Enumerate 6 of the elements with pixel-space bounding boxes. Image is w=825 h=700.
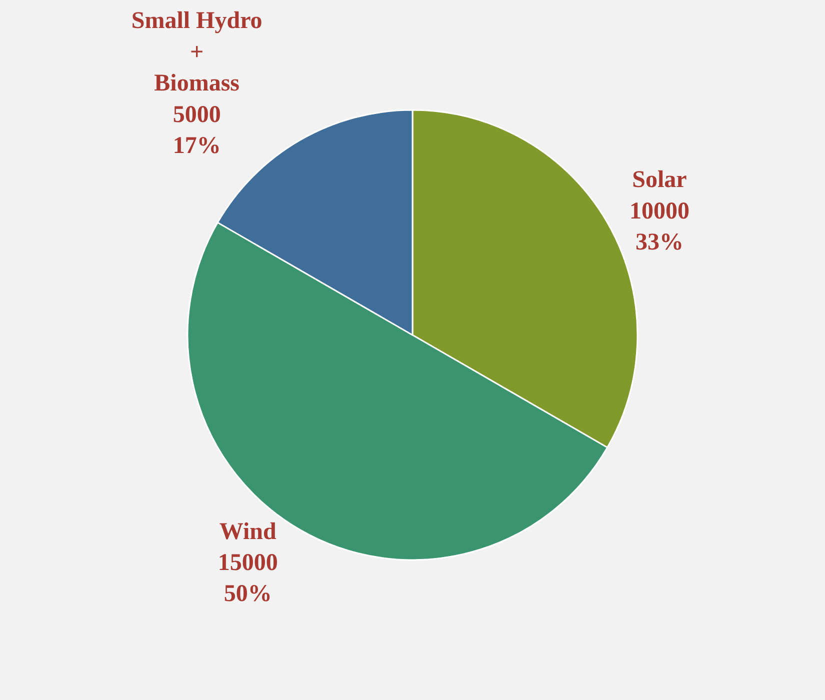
data-label: 15000 50%: [218, 550, 278, 608]
data-label: 10000 33%: [629, 198, 690, 256]
data-label: 5000 17%: [172, 102, 221, 159]
slice-label: Wind: [219, 518, 278, 545]
slice-label: Small Hydro + Biomass: [131, 8, 262, 97]
slice-label: Solar: [632, 167, 688, 194]
